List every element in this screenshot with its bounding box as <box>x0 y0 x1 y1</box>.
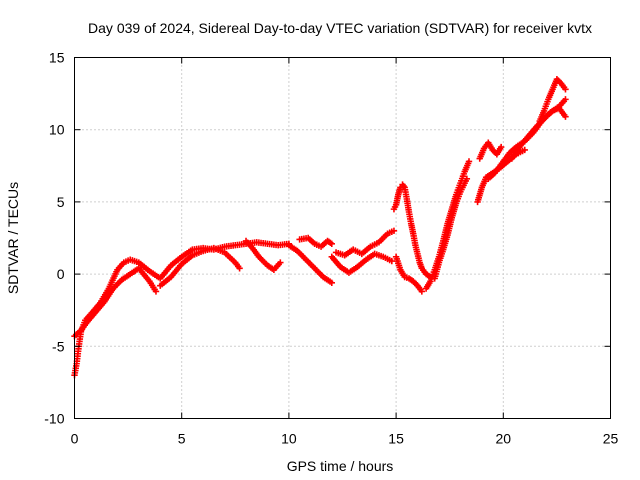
data-point-plus <box>465 158 473 165</box>
y-tick-label: -10 <box>44 411 64 427</box>
y-tick-label: 0 <box>57 266 65 282</box>
data-point-plus <box>562 113 569 120</box>
series-track-a <box>71 239 293 379</box>
series-track-m <box>431 175 471 282</box>
x-tick-label: 20 <box>496 431 512 447</box>
data-point-plus <box>236 265 243 272</box>
grid-lines <box>74 57 611 419</box>
series-track-k <box>399 181 434 281</box>
data-point-plus <box>152 288 160 295</box>
data-point-plus <box>390 227 398 234</box>
y-axis-label: SDTVAR / TECUs <box>5 182 21 294</box>
series-track-q <box>508 104 569 162</box>
x-axis-label: GPS time / hours <box>287 458 394 474</box>
data-point-plus <box>328 240 335 247</box>
series-track-g <box>328 250 396 276</box>
series-track-i <box>390 184 404 213</box>
series-track-h <box>332 227 398 259</box>
chart-title: Day 039 of 2024, Sidereal Day-to-day VTE… <box>88 20 592 36</box>
x-tick-label: 15 <box>388 431 404 447</box>
data-point-plus <box>521 146 528 154</box>
x-tick-label: 25 <box>603 431 619 447</box>
y-tick-label: 10 <box>49 122 65 138</box>
series-track-e <box>285 242 335 286</box>
series-track-f <box>296 234 335 250</box>
y-tick-label: 5 <box>57 194 65 210</box>
data-point-plus <box>388 257 396 265</box>
data-point-plus <box>277 259 284 266</box>
x-tick-label: 5 <box>178 431 186 447</box>
data-point-plus <box>562 86 569 93</box>
x-tick-label: 0 <box>71 431 79 447</box>
data-point-plus <box>328 279 335 286</box>
data-point-plus <box>463 175 471 182</box>
series-track-r <box>536 75 569 125</box>
series-track-j <box>392 253 426 295</box>
series-track-d <box>242 237 284 273</box>
x-tick-label: 10 <box>281 431 297 447</box>
data-point-plus <box>562 96 569 103</box>
series-track-n <box>476 139 505 162</box>
data-points <box>71 75 569 379</box>
plot-frame <box>74 57 611 419</box>
y-tick-label: -5 <box>52 338 65 354</box>
axis-ticks: 0 5 10 15 20 25 -10 -5 0 5 10 15 <box>44 50 618 447</box>
y-tick-label: 15 <box>49 50 65 66</box>
series-track-c <box>157 244 243 289</box>
data-point-plus <box>497 143 505 151</box>
data-point-plus <box>418 288 426 295</box>
